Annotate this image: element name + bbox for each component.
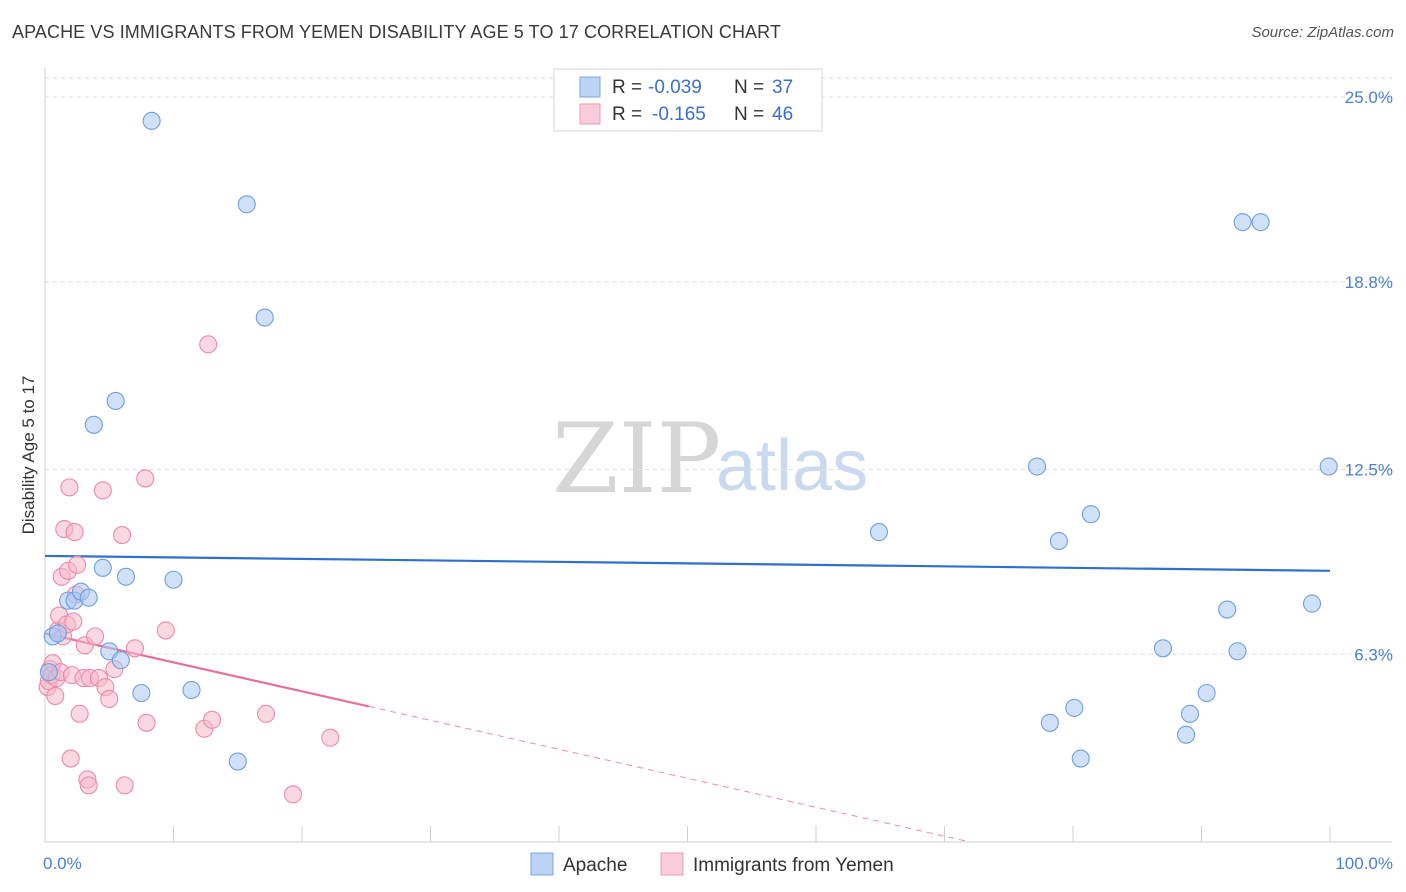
watermark-atlas: atlas (716, 426, 868, 506)
apache-point (1049, 531, 1068, 551)
yemen-point (100, 689, 119, 709)
legend-apache-swatch (530, 852, 554, 876)
apache-point (1233, 213, 1252, 232)
apache-point (132, 683, 151, 703)
axes (44, 68, 1392, 843)
apache-n-value: 37 (772, 77, 793, 98)
yemen-point (136, 469, 155, 488)
apache-point (1081, 505, 1101, 524)
yemen-point (61, 749, 80, 768)
yemen-r-label: R = (612, 104, 642, 125)
yemen-point (70, 704, 89, 723)
chart-title: APACHE VS IMMIGRANTS FROM YEMEN DISABILI… (12, 22, 782, 42)
apache-point (164, 570, 183, 589)
yemen-n-label: N = (734, 104, 764, 125)
apache-point (182, 680, 201, 700)
yemen-point (125, 639, 144, 658)
watermark-zip: ZIP (552, 403, 721, 515)
yemen-n-value: 46 (772, 104, 793, 125)
apache-point (1071, 749, 1090, 768)
legend-yemen-label: Immigrants from Yemen (693, 855, 894, 876)
yemen-r-value: -0.165 (652, 104, 706, 125)
trend-lines (44, 554, 1331, 843)
x-tick-label: 100.0% (1335, 854, 1393, 873)
yemen-point (256, 704, 276, 723)
yemen-point (64, 612, 83, 631)
apache-swatch (579, 76, 601, 98)
yemen-point (68, 555, 87, 574)
trend-line-solid (44, 632, 370, 708)
legend-yemen-swatch (660, 852, 684, 876)
apache-point (79, 588, 98, 607)
apache-point (1040, 713, 1059, 732)
yemen-point (321, 728, 340, 747)
legend-apache-label: Apache (563, 855, 627, 876)
yemen-point (113, 526, 132, 545)
apache-point (39, 663, 58, 682)
apache-r-value: -0.039 (648, 77, 702, 98)
yemen-point (86, 627, 105, 646)
yemen-point (115, 776, 134, 795)
yemen-point (46, 686, 65, 706)
apache-point (1197, 683, 1216, 703)
apache-r-label: R = (612, 77, 642, 98)
apache-point (228, 752, 247, 771)
y-tick-label: 6.3% (1354, 645, 1393, 664)
apache-point (111, 651, 130, 670)
apache-point (1180, 704, 1199, 723)
apache-point (84, 415, 103, 434)
yemen-point (203, 710, 222, 729)
apache-point (1228, 642, 1247, 661)
yemen-point (156, 621, 175, 640)
y-tick-label: 25.0% (1345, 88, 1393, 107)
apache-point (106, 391, 125, 411)
trend-line-dashed (368, 705, 971, 843)
yemen-point (65, 523, 84, 542)
source-credit: Source: ZipAtlas.com (1251, 24, 1394, 41)
apache-point (48, 624, 67, 643)
apache-point (1065, 698, 1084, 717)
yemen-point (79, 776, 98, 795)
apache-point (1302, 594, 1322, 613)
data-points (38, 111, 1338, 804)
x-tick-labels: 0.0% 100.0% (43, 854, 1393, 873)
apache-point (93, 558, 112, 577)
apache-point (1319, 457, 1338, 476)
apache-point (1153, 639, 1172, 658)
apache-point (142, 111, 161, 130)
y-tick-labels: 6.3% 12.5% 18.8% 25.0% (1345, 88, 1393, 664)
apache-point (1218, 600, 1237, 619)
yemen-swatch (579, 103, 601, 125)
yemen-point (199, 335, 218, 354)
yemen-point (283, 785, 303, 804)
y-tick-label: 12.5% (1345, 461, 1393, 480)
apache-point (1027, 457, 1047, 476)
stats-legend: R = -0.039 N = 37 R = -0.165 N = 46 (553, 68, 823, 132)
yemen-point (60, 478, 79, 497)
apache-point (116, 567, 136, 586)
apache-point (1251, 213, 1270, 232)
y-tick-label: 18.8% (1345, 273, 1393, 292)
series-legend: Apache Immigrants from Yemen (530, 852, 894, 876)
y-axis-label: Disability Age 5 to 17 (19, 376, 38, 535)
yemen-point (93, 481, 112, 500)
apache-n-label: N = (734, 77, 764, 98)
apache-point (869, 523, 889, 542)
yemen-point (137, 713, 156, 732)
apache-point (237, 195, 256, 214)
trend-line-solid (44, 554, 1331, 572)
gridlines (45, 77, 1392, 655)
x-tick-label: 0.0% (43, 854, 82, 873)
apache-point (1177, 725, 1196, 744)
apache-point (255, 308, 274, 327)
